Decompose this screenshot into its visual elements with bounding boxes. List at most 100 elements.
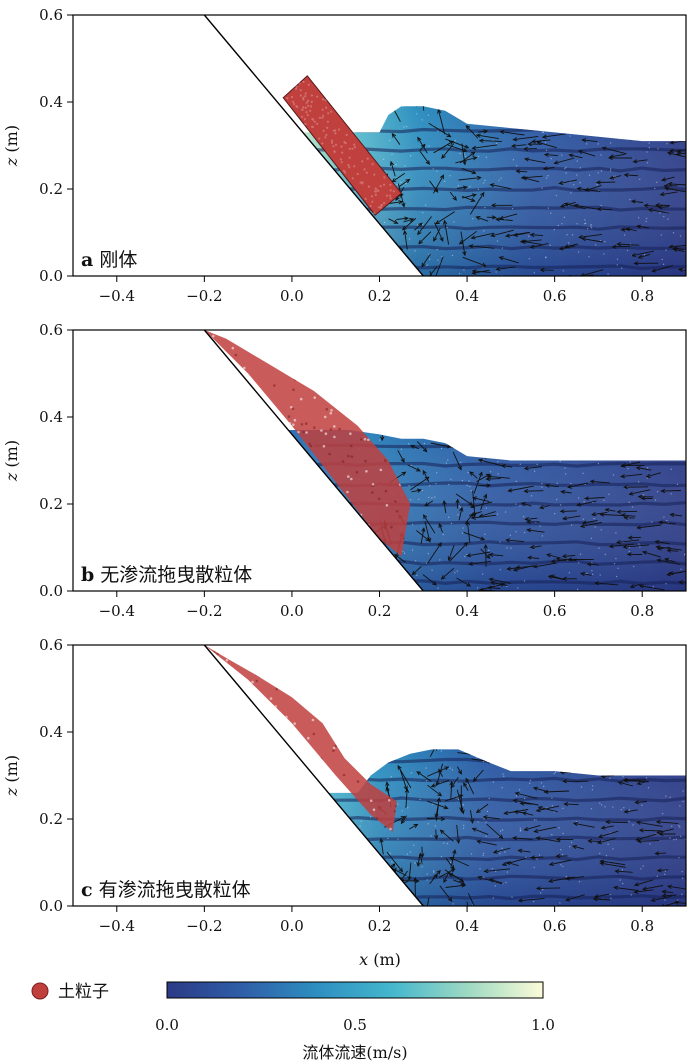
particle-dot	[656, 181, 658, 183]
velocity-arrow	[669, 571, 682, 574]
particle-dot	[639, 178, 641, 180]
soil-particle	[234, 353, 238, 357]
velocity-arrow	[478, 130, 488, 133]
arrow-head	[425, 160, 431, 166]
arrow-head	[539, 505, 545, 510]
velocity-arrow	[449, 191, 457, 201]
soil-particle	[355, 471, 359, 474]
soil-particle	[380, 876, 383, 879]
particle-dot	[555, 194, 557, 197]
soil-particle	[277, 888, 280, 891]
soil-particle	[295, 819, 299, 822]
particle-dot	[578, 881, 581, 883]
arrow-head	[656, 558, 662, 563]
soil-particle	[340, 583, 343, 586]
soil-particle	[341, 671, 344, 675]
arrow-head	[587, 838, 593, 844]
velocity-arrow	[493, 847, 511, 854]
soil-particle	[244, 816, 248, 820]
soil-particle	[341, 878, 344, 881]
velocity-arrow	[656, 821, 679, 825]
arrow-head	[567, 739, 571, 742]
soil-particle	[368, 692, 372, 696]
arrow-head	[668, 244, 674, 249]
soil-particle	[286, 647, 289, 650]
particle-dot	[532, 441, 534, 443]
arrow-head	[632, 159, 638, 164]
soil-particle	[233, 753, 237, 756]
velocity-arrow	[524, 158, 546, 164]
particle-dot	[681, 893, 683, 895]
colorbar-label: 流体流速(m/s)	[302, 1043, 407, 1062]
arrow-head	[496, 418, 500, 421]
soil-particle	[422, 411, 425, 414]
arrow-head	[416, 771, 422, 776]
soil-particle	[366, 715, 370, 719]
legend-label: 土粒子	[58, 982, 109, 1002]
velocity-arrow	[445, 884, 466, 888]
particle-dot	[541, 483, 543, 485]
particle-dot	[612, 421, 613, 422]
velocity-arrow	[670, 139, 686, 144]
velocity-arrow	[605, 771, 622, 775]
soil-particle	[371, 491, 374, 494]
particle-dot	[488, 549, 490, 551]
x-tick-label: 0.8	[630, 917, 654, 935]
block-dot	[301, 108, 304, 111]
arrow-head	[599, 861, 605, 866]
block-dot	[382, 183, 386, 186]
particle-dot	[408, 443, 410, 445]
particle-dot	[447, 459, 449, 461]
velocity-arrows	[360, 735, 686, 906]
particle-dot	[416, 113, 418, 115]
arrow-head	[555, 853, 561, 859]
soil-particle	[210, 764, 214, 768]
arrow-head	[495, 266, 501, 272]
particle-dot	[650, 107, 652, 109]
arrow-head	[495, 735, 499, 739]
arrow-head	[449, 857, 455, 861]
velocity-arrow	[588, 840, 602, 842]
soil-particle	[231, 751, 235, 755]
arrow-head	[581, 520, 587, 525]
velocity-arrow	[522, 812, 534, 816]
soil-particle	[213, 448, 217, 452]
arrow-head	[450, 864, 455, 870]
soil-particle	[215, 375, 219, 379]
soil-particle	[206, 515, 209, 519]
soil-particle	[397, 684, 400, 687]
particle-dot	[551, 797, 553, 799]
soil-particle	[317, 801, 321, 804]
arrow-head	[418, 852, 423, 858]
velocity-arrow	[580, 522, 602, 528]
velocity-arrow	[612, 245, 631, 248]
particle-dot	[676, 483, 679, 485]
x-tick-label: 0.0	[280, 602, 304, 620]
arrow-head	[452, 849, 457, 855]
velocity-arrow	[655, 204, 670, 206]
arrow-head	[561, 554, 567, 559]
particle-dot	[434, 825, 436, 827]
arrow-head	[568, 739, 572, 742]
arrow-head	[635, 820, 641, 825]
particle-dot	[373, 888, 375, 890]
particle-dot	[502, 829, 504, 831]
rigid-block-texture	[286, 80, 395, 215]
particle-dot	[576, 223, 578, 225]
particle-dot	[410, 499, 412, 501]
arrow-head	[514, 791, 520, 796]
soil-particle	[372, 808, 376, 811]
velocity-arrow	[380, 838, 384, 855]
soil-particle	[373, 679, 377, 683]
arrow-head	[515, 749, 521, 750]
particle-dot	[404, 588, 406, 590]
particle-dot	[448, 516, 450, 518]
soil-particle	[268, 515, 271, 518]
particle-dot	[497, 125, 499, 127]
particle-dot	[520, 829, 522, 831]
soil-particle	[225, 400, 228, 403]
block-dot	[318, 116, 321, 119]
arrow-head	[622, 544, 628, 550]
particle-dot	[484, 207, 486, 209]
particle-dot	[652, 132, 654, 134]
